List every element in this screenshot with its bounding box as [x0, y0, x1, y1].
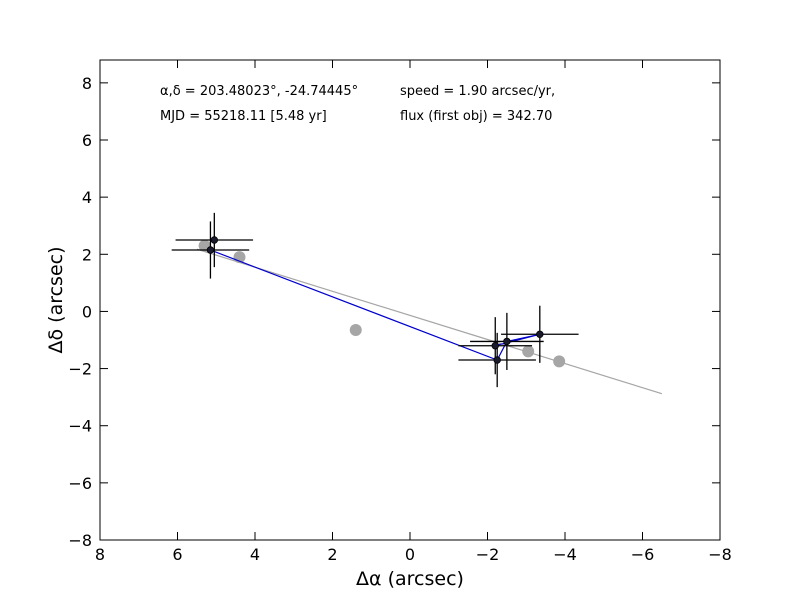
- observed-point: [210, 236, 219, 244]
- x-tick-label: 4: [250, 545, 260, 564]
- x-tick-label: 0: [405, 545, 415, 564]
- observed-point: [491, 342, 499, 350]
- y-tick-label: −6: [68, 474, 92, 493]
- annotation-flux: flux (first obj) = 342.70: [400, 109, 552, 124]
- y-tick-label: 2: [82, 245, 92, 264]
- x-tick-label: 2: [327, 545, 337, 564]
- observed-point: [493, 356, 501, 364]
- y-tick-label: −4: [68, 417, 92, 436]
- model-point: [522, 345, 535, 358]
- y-tick-label: −8: [68, 531, 92, 550]
- plot-area: [171, 212, 663, 395]
- y-tick-label: 4: [82, 188, 92, 207]
- y-tick-label: 0: [82, 302, 92, 321]
- observed-point: [536, 330, 544, 338]
- x-tick-label: 6: [172, 545, 182, 564]
- model-point: [349, 324, 362, 336]
- annotation-speed: speed = 1.90 arcsec/yr,: [400, 84, 555, 99]
- annotation-coords: α,δ = 203.48023°, -24.74445°: [160, 84, 358, 99]
- observed-point: [206, 246, 215, 254]
- x-tick-label: −8: [708, 545, 732, 564]
- x-tick-label: 8: [95, 545, 105, 564]
- x-tick-label: −6: [631, 545, 655, 564]
- x-tick-label: −4: [553, 545, 577, 564]
- y-tick-label: 6: [82, 131, 92, 150]
- x-tick-label: −2: [476, 545, 500, 564]
- observed-point: [503, 337, 511, 346]
- fit-line: [196, 248, 663, 395]
- y-tick-label: −2: [68, 360, 92, 379]
- annotation-mjd: MJD = 55218.11 [5.48 yr]: [160, 109, 327, 124]
- x-axis-label: Δα (arcsec): [356, 568, 464, 590]
- y-tick-label: 8: [82, 74, 92, 93]
- y-axis-label: Δδ (arcsec): [45, 246, 67, 353]
- model-point: [553, 355, 566, 368]
